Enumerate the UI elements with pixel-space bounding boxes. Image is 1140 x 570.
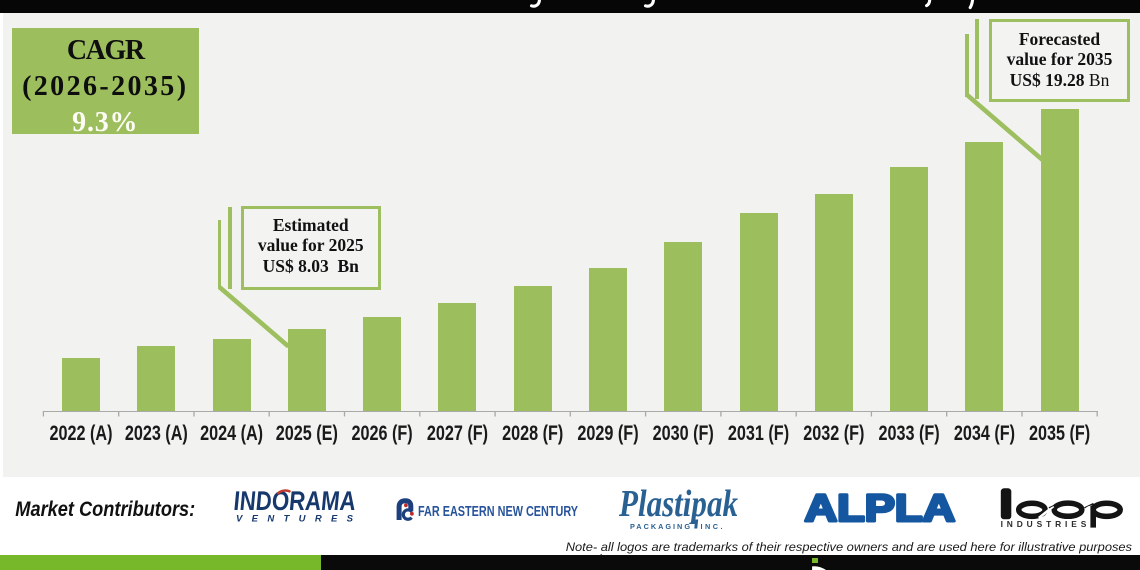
svg-text:2022 (A): 2022 (A) (50, 422, 113, 446)
svg-text:FAR EASTERN NEW CENTURY: FAR EASTERN NEW CENTURY (418, 502, 578, 519)
svg-text:2024 (A): 2024 (A) (200, 422, 263, 446)
svg-text:2028 (F): 2028 (F) (502, 422, 563, 446)
svg-text:2027 (F): 2027 (F) (427, 422, 488, 446)
svg-text:2030 (F): 2030 (F) (653, 422, 714, 446)
svg-text:INDUSTRIES: INDUSTRIES (1001, 519, 1087, 529)
svg-text:2032 (F): 2032 (F) (803, 422, 864, 446)
svg-text:INDORAMA: INDORAMA (233, 487, 357, 516)
svg-text:2031 (F): 2031 (F) (728, 422, 789, 446)
svg-text:ALPLA: ALPLA (805, 486, 956, 529)
svg-text:2033 (F): 2033 (F) (879, 422, 940, 446)
svg-text:2035 (F): 2035 (F) (1029, 422, 1090, 446)
svg-text:2029 (F): 2029 (F) (577, 422, 638, 446)
svg-text:Market Contributors:: Market Contributors: (15, 498, 195, 522)
svg-text:2026 (F): 2026 (F) (352, 422, 413, 446)
svg-text:Note- all logos are trademarks: Note- all logos are trademarks of their … (566, 540, 1133, 554)
svg-text:2023 (A): 2023 (A) (125, 422, 188, 446)
svg-text:PACKAGING: PACKAGING (630, 522, 690, 531)
svg-text:2034 (F): 2034 (F) (954, 422, 1015, 446)
svg-text:2025 (E): 2025 (E) (276, 422, 338, 446)
svg-text:Plastipak: Plastipak (618, 482, 738, 525)
